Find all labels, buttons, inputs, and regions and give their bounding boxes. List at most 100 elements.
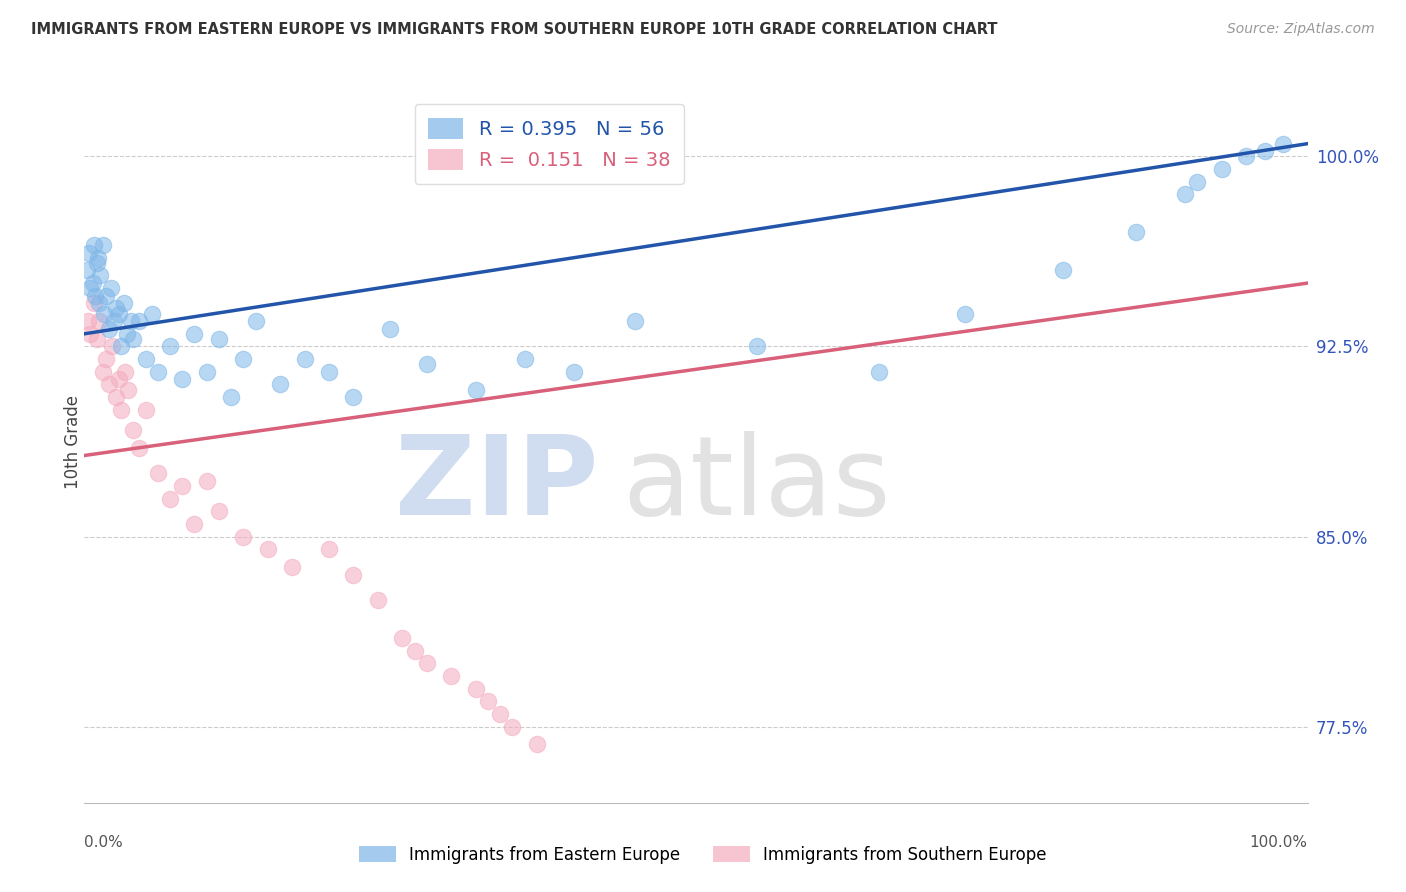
Point (82, 276, 104, 290)
Point (135, 352, 157, 367)
Point (146, 467, 169, 481)
Point (117, 383, 139, 397)
Point (477, 694, 499, 708)
Text: 100.0%: 100.0% (1250, 835, 1308, 850)
Point (953, 306, 976, 320)
Point (232, 530, 254, 544)
Point (502, 720, 524, 734)
Point (869, 365, 891, 379)
Point (101, 339, 124, 353)
Point (1174, 187, 1197, 202)
Point (103, 314, 125, 328)
Point (128, 441, 150, 455)
Point (89, 268, 111, 283)
Point (105, 390, 128, 404)
Point (91, 238, 114, 252)
Y-axis label: 10th Grade: 10th Grade (65, 394, 82, 489)
Point (79, 281, 101, 295)
Point (624, 314, 647, 328)
Point (105, 301, 128, 316)
Legend: Immigrants from Eastern Europe, Immigrants from Southern Europe: Immigrants from Eastern Europe, Immigran… (353, 839, 1053, 871)
Point (87, 314, 110, 328)
Point (110, 339, 132, 353)
Point (77, 314, 100, 328)
Point (208, 504, 231, 518)
Point (96, 352, 118, 367)
Point (77, 245, 100, 260)
Point (1211, 161, 1233, 176)
Point (269, 377, 291, 392)
Point (1125, 226, 1147, 240)
Point (489, 707, 512, 722)
Point (128, 314, 150, 328)
Point (172, 372, 194, 386)
Point (391, 631, 413, 645)
Point (416, 657, 439, 671)
Point (208, 332, 231, 346)
Point (380, 322, 402, 336)
Point (318, 365, 340, 379)
Point (257, 542, 280, 557)
Point (87, 296, 110, 310)
Point (83, 238, 105, 252)
Point (112, 296, 135, 310)
Point (464, 681, 486, 696)
Point (1236, 149, 1258, 163)
Point (86, 332, 108, 346)
Point (84, 289, 107, 303)
Point (416, 357, 439, 371)
Point (526, 738, 548, 752)
Text: IMMIGRANTS FROM EASTERN EUROPE VS IMMIGRANTS FROM SOUTHERN EUROPE 10TH GRADE COR: IMMIGRANTS FROM EASTERN EUROPE VS IMMIGR… (31, 22, 997, 37)
Point (219, 390, 242, 404)
Point (97, 322, 120, 336)
Text: 0.0%: 0.0% (84, 835, 124, 850)
Point (747, 339, 769, 353)
Point (91, 365, 114, 379)
Point (79, 326, 101, 341)
Point (232, 352, 254, 367)
Point (87, 251, 110, 265)
Text: ZIP: ZIP (395, 432, 598, 539)
Point (404, 643, 426, 657)
Point (114, 365, 136, 379)
Point (107, 372, 129, 386)
Point (367, 593, 389, 607)
Point (135, 402, 157, 417)
Point (83, 296, 105, 310)
Point (1187, 175, 1209, 189)
Point (115, 326, 138, 341)
Point (159, 339, 181, 353)
Point (110, 402, 132, 417)
Point (281, 560, 304, 574)
Point (1272, 136, 1295, 151)
Text: Source: ZipAtlas.com: Source: ZipAtlas.com (1227, 22, 1375, 37)
Point (93, 306, 115, 320)
Point (464, 383, 486, 397)
Point (183, 516, 205, 531)
Text: atlas: atlas (623, 432, 891, 539)
Point (97, 377, 120, 392)
Point (141, 306, 163, 320)
Point (86, 256, 108, 270)
Point (195, 365, 218, 379)
Point (120, 314, 142, 328)
Point (513, 352, 536, 367)
Point (122, 423, 145, 437)
Point (195, 474, 218, 488)
Legend: R = 0.395   N = 56, R =  0.151   N = 38: R = 0.395 N = 56, R = 0.151 N = 38 (415, 104, 683, 184)
Point (76, 263, 98, 277)
Point (294, 352, 316, 367)
Point (440, 669, 463, 683)
Point (342, 390, 364, 404)
Point (342, 567, 364, 582)
Point (107, 306, 129, 320)
Point (245, 314, 267, 328)
Point (146, 365, 169, 379)
Point (122, 332, 145, 346)
Point (183, 326, 205, 341)
Point (159, 491, 181, 506)
Point (1254, 145, 1277, 159)
Point (96, 289, 118, 303)
Point (172, 479, 194, 493)
Point (562, 365, 585, 379)
